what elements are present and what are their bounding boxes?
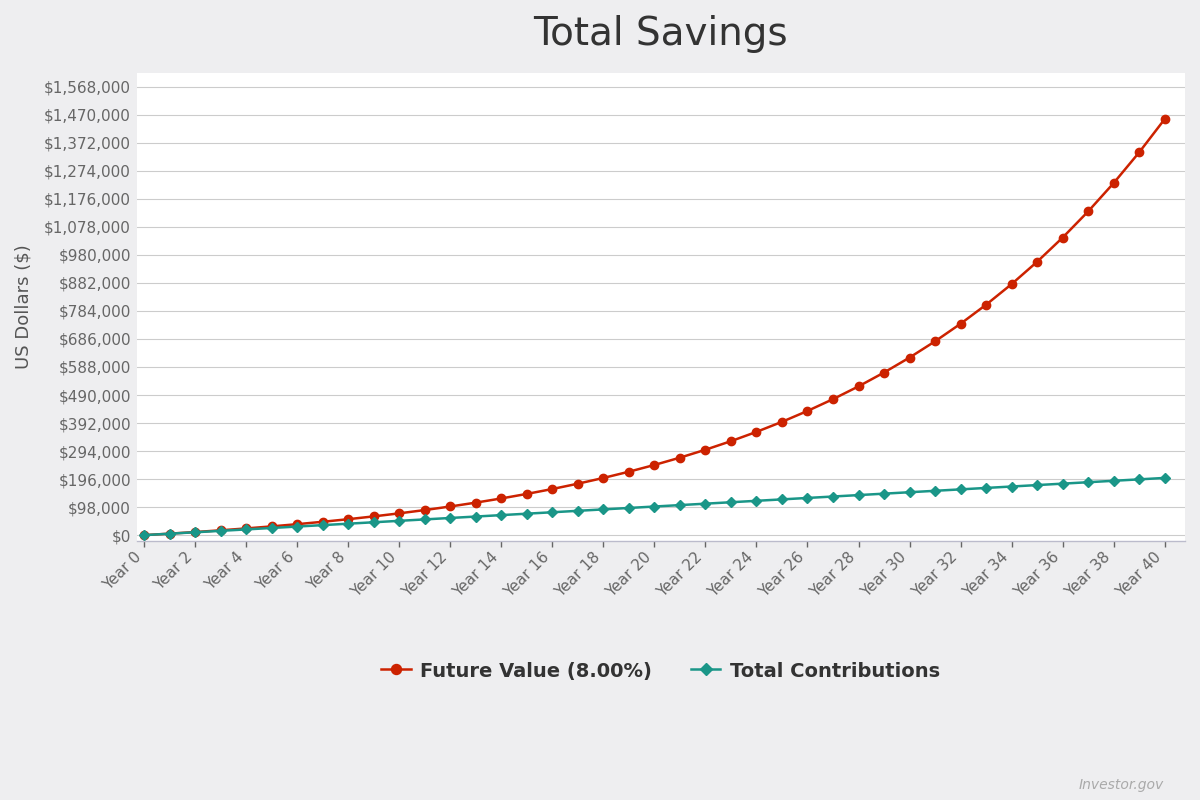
Total Contributions: [214, 526, 228, 536]
Future Value (8.00%): [265, 522, 280, 531]
Total Contributions: [647, 502, 661, 511]
Line: Total Contributions: Total Contributions: [140, 474, 1168, 538]
Future Value (8.00%): [290, 519, 305, 529]
Future Value (8.00%): [341, 514, 355, 524]
Total Contributions: [877, 489, 892, 498]
Y-axis label: US Dollars ($): US Dollars ($): [14, 245, 34, 369]
Total Contributions: [953, 485, 967, 494]
Future Value (8.00%): [239, 524, 253, 534]
Total Contributions: [494, 510, 509, 520]
Future Value (8.00%): [622, 467, 636, 477]
Future Value (8.00%): [469, 498, 484, 507]
Total Contributions: [239, 525, 253, 534]
Future Value (8.00%): [1030, 257, 1044, 266]
Future Value (8.00%): [214, 526, 228, 535]
Total Contributions: [188, 527, 203, 537]
Total Contributions: [418, 514, 432, 524]
Total Contributions: [443, 513, 457, 522]
Future Value (8.00%): [800, 406, 815, 416]
Future Value (8.00%): [571, 479, 586, 489]
Total Contributions: [520, 509, 534, 518]
Future Value (8.00%): [749, 427, 763, 437]
Future Value (8.00%): [979, 300, 994, 310]
Total Contributions: [1157, 473, 1171, 482]
Total Contributions: [571, 506, 586, 516]
Total Contributions: [265, 523, 280, 533]
Total Contributions: [1030, 480, 1044, 490]
Total Contributions: [826, 492, 840, 502]
Total Contributions: [290, 522, 305, 531]
Future Value (8.00%): [1106, 178, 1121, 188]
Future Value (8.00%): [188, 527, 203, 537]
Total Contributions: [622, 503, 636, 513]
Future Value (8.00%): [1004, 279, 1019, 289]
Total Contributions: [469, 512, 484, 522]
Future Value (8.00%): [494, 494, 509, 503]
Total Contributions: [724, 498, 738, 507]
Future Value (8.00%): [724, 436, 738, 446]
Total Contributions: [902, 487, 917, 497]
Total Contributions: [596, 505, 611, 514]
Total Contributions: [673, 500, 688, 510]
Total Contributions: [979, 483, 994, 493]
Future Value (8.00%): [392, 509, 407, 518]
Future Value (8.00%): [877, 368, 892, 378]
Total Contributions: [316, 520, 330, 530]
Future Value (8.00%): [367, 511, 382, 521]
Future Value (8.00%): [520, 489, 534, 498]
Total Contributions: [341, 519, 355, 529]
Title: Total Savings: Total Savings: [534, 15, 788, 53]
Future Value (8.00%): [137, 530, 151, 540]
Future Value (8.00%): [1055, 233, 1069, 242]
Future Value (8.00%): [928, 337, 942, 346]
Total Contributions: [800, 493, 815, 502]
Future Value (8.00%): [851, 382, 865, 391]
Future Value (8.00%): [545, 484, 559, 494]
Future Value (8.00%): [316, 517, 330, 526]
Total Contributions: [1004, 482, 1019, 491]
Future Value (8.00%): [953, 319, 967, 329]
Future Value (8.00%): [826, 394, 840, 404]
Future Value (8.00%): [673, 453, 688, 462]
Total Contributions: [367, 518, 382, 527]
Future Value (8.00%): [775, 417, 790, 426]
Total Contributions: [851, 490, 865, 500]
Future Value (8.00%): [647, 460, 661, 470]
Total Contributions: [137, 530, 151, 540]
Future Value (8.00%): [1081, 206, 1096, 216]
Future Value (8.00%): [443, 502, 457, 511]
Text: Investor.gov: Investor.gov: [1079, 778, 1164, 792]
Line: Future Value (8.00%): Future Value (8.00%): [140, 115, 1169, 539]
Future Value (8.00%): [596, 473, 611, 482]
Total Contributions: [1106, 476, 1121, 486]
Future Value (8.00%): [1157, 114, 1171, 124]
Total Contributions: [749, 496, 763, 506]
Total Contributions: [163, 529, 178, 538]
Future Value (8.00%): [698, 445, 713, 454]
Total Contributions: [698, 499, 713, 509]
Total Contributions: [928, 486, 942, 496]
Future Value (8.00%): [1132, 148, 1146, 158]
Total Contributions: [1132, 474, 1146, 484]
Total Contributions: [1055, 479, 1069, 489]
Future Value (8.00%): [902, 353, 917, 362]
Total Contributions: [392, 516, 407, 526]
Future Value (8.00%): [418, 506, 432, 515]
Legend: Future Value (8.00%), Total Contributions: Future Value (8.00%), Total Contribution…: [373, 654, 948, 689]
Future Value (8.00%): [163, 529, 178, 538]
Total Contributions: [775, 494, 790, 504]
Total Contributions: [545, 507, 559, 517]
Total Contributions: [1081, 478, 1096, 487]
